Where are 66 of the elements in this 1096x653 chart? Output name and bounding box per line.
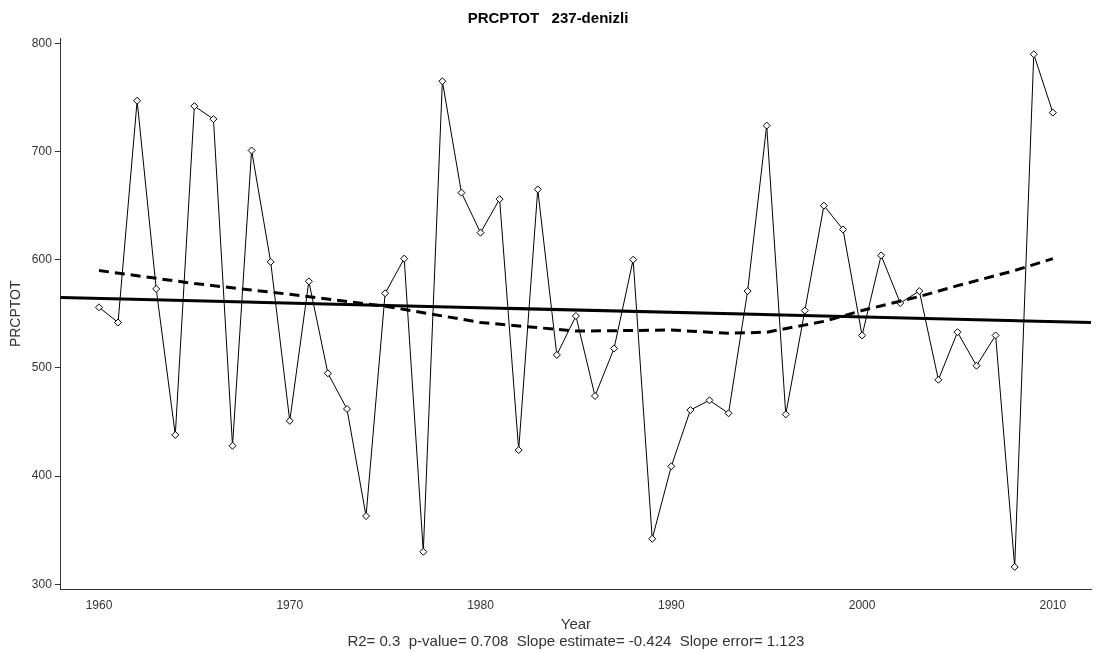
- point: [495, 195, 504, 204]
- point: [629, 255, 638, 264]
- point: [590, 392, 599, 400]
- point: [228, 441, 237, 450]
- x-tick-label: 1960: [85, 598, 113, 613]
- y-tick-label: 500: [31, 360, 53, 375]
- point: [610, 344, 619, 353]
- y-tick-label: 800: [31, 35, 53, 50]
- point: [915, 287, 924, 296]
- x-tick-label: 1980: [467, 598, 495, 613]
- point: [667, 462, 676, 471]
- point: [686, 406, 695, 415]
- point: [858, 331, 867, 340]
- point: [552, 350, 561, 359]
- point: [514, 446, 523, 455]
- point: [419, 547, 428, 556]
- point: [94, 303, 103, 312]
- point: [1010, 562, 1019, 571]
- y-tick-label: 700: [31, 143, 53, 158]
- point: [953, 328, 962, 337]
- point: [152, 284, 161, 293]
- point: [1029, 50, 1038, 59]
- point: [934, 375, 943, 384]
- point: [342, 404, 351, 413]
- point: [724, 409, 733, 418]
- point: [991, 331, 1000, 340]
- point: [571, 311, 580, 320]
- point: [171, 430, 180, 439]
- chart-title: PRCPTOT 237-denizli: [467, 9, 629, 27]
- point: [190, 102, 199, 111]
- point: [476, 228, 485, 237]
- y-tick-label: 600: [31, 252, 53, 267]
- x-tick-label: 1970: [276, 598, 304, 613]
- point: [438, 77, 447, 86]
- point: [457, 188, 466, 197]
- point: [1048, 108, 1057, 117]
- point: [972, 361, 981, 370]
- point: [285, 416, 294, 425]
- point: [247, 146, 256, 155]
- y-tick-label: 300: [31, 576, 53, 591]
- x-tick-label: 2000: [848, 598, 876, 613]
- point: [648, 534, 657, 543]
- y-tick-label: 400: [31, 468, 53, 483]
- point: [209, 115, 218, 124]
- text: R2= 0.3 p-value= 0.708 Slope estimate= -0.424 Slope error= 1.123: [347, 631, 805, 649]
- point: [819, 201, 828, 210]
- point: [781, 410, 790, 419]
- x-tick-label: 2010: [1039, 598, 1067, 613]
- point: [533, 185, 542, 194]
- point: [838, 225, 847, 234]
- point: [877, 251, 886, 260]
- point: [323, 369, 332, 378]
- point: [114, 318, 123, 327]
- x-tick-label: 1990: [657, 598, 685, 613]
- point: [133, 96, 142, 105]
- x-axis-title: Year: [560, 615, 592, 633]
- point: [304, 277, 313, 286]
- y-axis-title: PRCPTOT: [7, 280, 24, 348]
- point: [362, 512, 371, 521]
- point: [400, 254, 409, 263]
- point: [800, 306, 809, 315]
- point: [381, 289, 390, 298]
- point: [743, 287, 752, 296]
- point: [762, 121, 771, 130]
- point: [705, 396, 714, 405]
- point: [266, 257, 275, 266]
